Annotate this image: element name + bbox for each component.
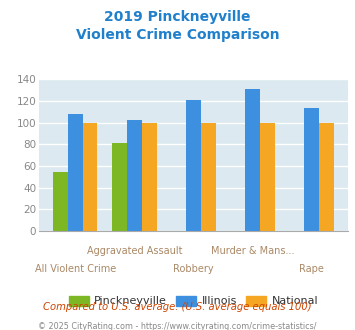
Bar <box>201 122 215 231</box>
Bar <box>304 109 319 231</box>
Bar <box>83 122 97 231</box>
Text: Compared to U.S. average. (U.S. average equals 100): Compared to U.S. average. (U.S. average … <box>43 302 312 312</box>
Legend: Pinckneyville, Illinois, National: Pinckneyville, Illinois, National <box>64 291 323 311</box>
Bar <box>319 122 334 231</box>
Bar <box>68 114 83 231</box>
Bar <box>127 120 142 231</box>
Bar <box>112 143 127 231</box>
Bar <box>245 89 260 231</box>
Text: Murder & Mans...: Murder & Mans... <box>211 246 294 256</box>
Bar <box>142 122 157 231</box>
Text: Rape: Rape <box>299 264 324 275</box>
Bar <box>260 122 275 231</box>
Text: All Violent Crime: All Violent Crime <box>35 264 116 275</box>
Text: © 2025 CityRating.com - https://www.cityrating.com/crime-statistics/: © 2025 CityRating.com - https://www.city… <box>38 322 317 330</box>
Bar <box>186 100 201 231</box>
Bar <box>53 173 68 231</box>
Text: Aggravated Assault: Aggravated Assault <box>87 246 182 256</box>
Text: Robbery: Robbery <box>173 264 214 275</box>
Text: 2019 Pinckneyville
Violent Crime Comparison: 2019 Pinckneyville Violent Crime Compari… <box>76 10 279 42</box>
